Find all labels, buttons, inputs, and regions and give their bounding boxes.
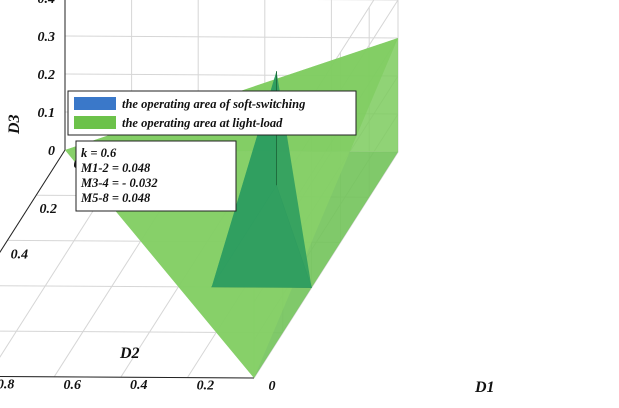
legend-label-light-load: the operating area at light-load (122, 116, 283, 130)
y-tick-label: 0 (269, 379, 276, 394)
x-axis-label: D1 (474, 379, 495, 396)
tick-labels: 00.20.40.60.8100.20.40.60.8100.10.20.30.… (0, 0, 276, 394)
grid-line-wall-d3 (64, 35, 399, 39)
annotation-line-m12: M1-2 = 0.048 (80, 161, 151, 175)
soft-switching-area-face (211, 71, 312, 288)
legend-swatch-soft-switching (74, 97, 116, 110)
y-axis-label: D2 (119, 345, 140, 362)
axis-line-d2 (0, 149, 66, 253)
annotation-line-m58: M5-8 = 0.048 (80, 191, 151, 205)
annotation-line-m34: M3-4 = - 0.032 (80, 176, 158, 190)
legend: the operating area of soft-switching the… (67, 90, 357, 136)
z-tick-label: 0.3 (38, 30, 56, 45)
y-tick-label: 0.2 (197, 379, 215, 394)
z-axis-label: D3 (6, 114, 23, 135)
z-tick-label: 0 (48, 144, 55, 159)
x-tick-label: 0.2 (39, 202, 57, 217)
z-tick-label: 0.4 (38, 0, 56, 7)
y-tick-label: 0.4 (130, 378, 148, 393)
y-tick-label: 0.8 (0, 377, 14, 392)
annotation-box (75, 140, 237, 212)
parameter-annotation: k = 0.6 M1-2 = 0.048 M3-4 = - 0.032 M5-8… (75, 140, 237, 212)
x-tick-label: 0.4 (11, 247, 29, 262)
y-tick-label: 0.6 (63, 378, 81, 393)
z-tick-label: 0.2 (38, 68, 56, 83)
z-tick-label: 0.1 (38, 106, 56, 121)
axis-line-d1 (0, 375, 255, 379)
annotation-line-k: k = 0.6 (81, 146, 117, 160)
legend-swatch-light-load (74, 116, 116, 129)
legend-label-soft-switching: the operating area of soft-switching (122, 97, 305, 111)
